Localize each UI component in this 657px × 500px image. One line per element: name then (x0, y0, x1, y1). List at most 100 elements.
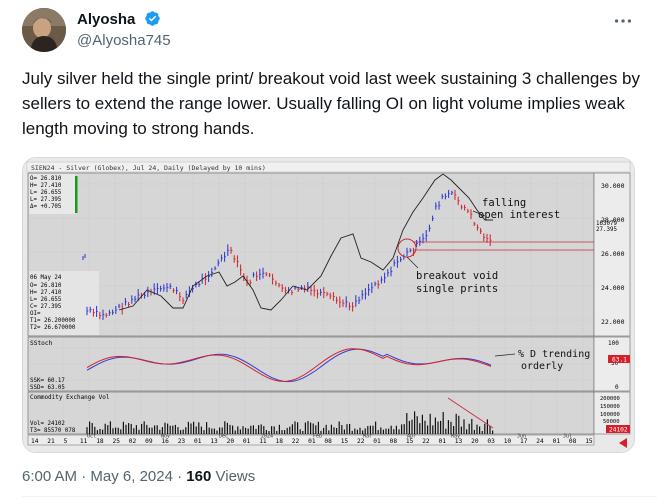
price-axis-label: 22.000 (601, 318, 625, 326)
volume-axis-label: 150000 (600, 404, 620, 410)
date-axis-label: 15 (585, 438, 593, 445)
volume-axis-label: 50000 (603, 419, 620, 425)
info-line: L= 26.655 (30, 297, 62, 303)
volume-axis-label: 100000 (600, 412, 620, 418)
info-readout: 06 May 24 O= 26.810 H= 27.410 L= 26.655 … (29, 271, 99, 335)
ohlc-line: L= 27.395 (30, 197, 62, 203)
tweet-image[interactable]: SIEN24 - Silver (Globex), Jul 24, Daily … (22, 157, 635, 453)
date-axis-label: 03 (487, 438, 495, 445)
date-axis-label: 21 (47, 438, 55, 445)
volume-value: 24102 (609, 427, 628, 434)
stoch-value: 63.1 (612, 357, 627, 364)
price-axis-label: 28.000 (601, 216, 625, 224)
month-axis-label: Jun (517, 434, 526, 440)
date-axis-label: 13 (455, 438, 463, 445)
date-axis-label: 20 (471, 438, 479, 445)
date-axis-label: 08 (569, 438, 577, 445)
void-annotation: single prints (416, 283, 498, 295)
date-axis-label: 01 (439, 438, 447, 445)
date-axis-label: 16 (161, 438, 169, 445)
date-axis-label: 08 (324, 438, 332, 445)
stoch-axis-label: 50 (611, 360, 619, 367)
chart-title: SIEN24 - Silver (Globex), Jul 24, Daily … (31, 164, 266, 172)
meta-separator: · (177, 468, 183, 485)
date-axis-label: 10 (504, 438, 512, 445)
info-line: C= 27.395 (30, 304, 62, 310)
date-axis-label: 5 (64, 438, 68, 445)
date-axis-label: 18 (276, 438, 284, 445)
info-line: 06 May 24 (30, 275, 62, 281)
volume-title: Commodity Exchange Vol (30, 394, 110, 401)
date-axis-label: 08 (390, 438, 398, 445)
volume-readout: Vol= 24102 (30, 421, 65, 427)
stoch-readout: SSD= 63.05 (30, 385, 65, 391)
date-axis-label: 15 (406, 438, 414, 445)
ohlc-line: O= 26.810 (30, 176, 62, 182)
date-axis-label: 25 (113, 438, 121, 445)
price-axis-label: 26.000 (601, 250, 625, 258)
date-axis-label: 01 (308, 438, 316, 445)
date-axis-label: 23 (178, 438, 186, 445)
info-line: T1= 26.200000 (30, 318, 76, 324)
month-axis-label: Oct (87, 434, 96, 440)
ohlc-line: Δ= +0.705 (30, 204, 62, 210)
oi-value: 163079 (596, 221, 617, 227)
stoch-axis-label: 100 (608, 340, 619, 347)
author-name-text[interactable]: Alyosha (77, 11, 136, 28)
date-axis-label: 13 (210, 438, 218, 445)
stoch-annotation: % D trending (518, 349, 590, 360)
author-name[interactable]: Alyosha (77, 10, 161, 31)
price-axis-label: 24.000 (601, 284, 625, 292)
info-line: O= 26.810 (30, 283, 62, 289)
meta-separator: · (81, 468, 87, 485)
author-handle[interactable]: @Alyosha745 (77, 32, 171, 49)
verified-badge-icon (144, 10, 161, 31)
date-axis-label: 18 (96, 438, 104, 445)
tweet-time[interactable]: 6:00 AM (22, 468, 78, 485)
volume-readout: T3= 85570 078 (30, 428, 76, 434)
views-count: 160 (186, 468, 212, 485)
date-axis-label: 01 (194, 438, 202, 445)
month-axis-label: 2024 (261, 434, 273, 440)
ohlc-line: L= 26.655 (30, 190, 62, 196)
info-line: H= 27.410 (30, 290, 62, 296)
date-axis-label: 17 (520, 438, 528, 445)
date-axis-label: 11 (259, 438, 267, 445)
views-label: Views (215, 468, 256, 485)
price-value: 27.395 (596, 227, 617, 233)
info-line: T2= 26.670000 (30, 325, 76, 331)
date-axis-label: 09 (145, 438, 153, 445)
stoch-annotation: orderly (521, 361, 563, 372)
info-line: OI= (30, 311, 41, 317)
date-axis-label: 01 (553, 438, 561, 445)
price-axis-label: 30.000 (601, 182, 625, 190)
month-axis-label: Feb (313, 434, 322, 440)
date-axis-label: 22 (357, 438, 365, 445)
ohlc-readout: O= 26.810 H= 27.410 L= 26.655 L= 27.395 … (29, 174, 78, 214)
futures-chart: SIEN24 - Silver (Globex), Jul 24, Daily … (23, 158, 634, 452)
stoch-title: SStoch (30, 340, 53, 347)
month-axis-label: Nov (161, 434, 170, 440)
oi-annotation: falling (482, 197, 526, 209)
date-axis-label: 11 (80, 438, 88, 445)
date-axis-label: 14 (31, 438, 39, 445)
month-axis-label: Mar (363, 434, 372, 440)
divider (22, 496, 657, 497)
volume-axis-label: 200000 (600, 396, 620, 402)
date-axis-label: 24 (536, 438, 544, 445)
avatar[interactable] (22, 8, 66, 52)
stoch-readout: SSK= 60.17 (30, 378, 65, 384)
date-axis-label: 22 (292, 438, 300, 445)
month-axis-label: Jul (563, 434, 572, 440)
void-annotation: breakout void (416, 270, 498, 282)
stoch-axis-label: 0 (615, 384, 619, 391)
scroll-arrow-icon (619, 438, 627, 448)
ohlc-line: H= 27.410 (30, 183, 62, 189)
date-axis-label: 01 (373, 438, 381, 445)
tweet-meta: 6:00 AM · May 6, 2024 · 160 Views (22, 468, 255, 485)
tweet-date[interactable]: May 6, 2024 (90, 468, 173, 485)
more-options-icon[interactable] (612, 10, 634, 37)
date-axis-label: 15 (341, 438, 349, 445)
oi-annotation: open interest (478, 209, 560, 221)
